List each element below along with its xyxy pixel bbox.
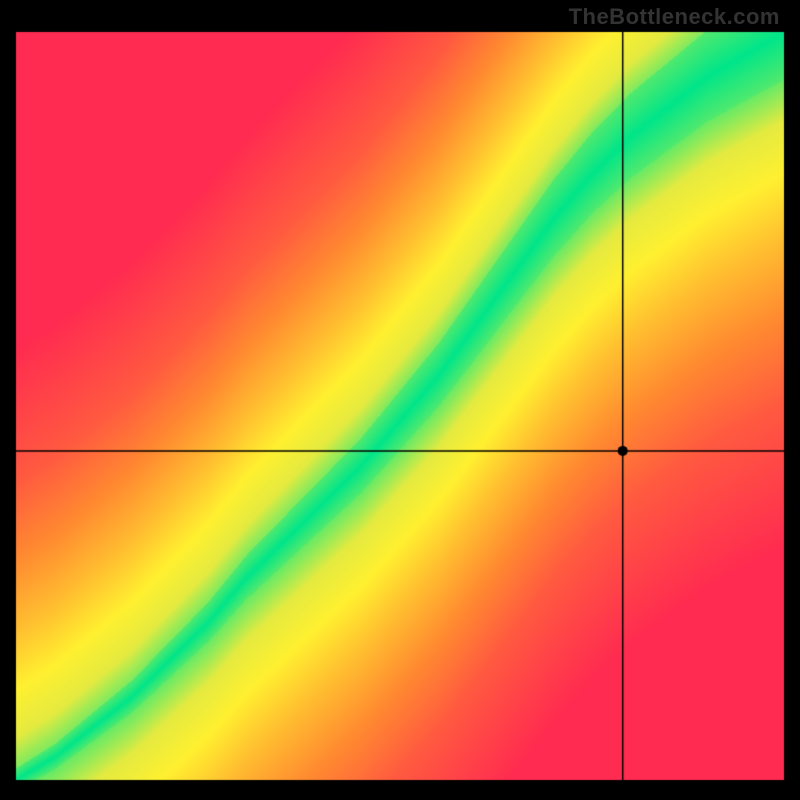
watermark-text: TheBottleneck.com — [569, 4, 780, 30]
chart-container: TheBottleneck.com — [0, 0, 800, 800]
bottleneck-heatmap — [0, 0, 800, 800]
